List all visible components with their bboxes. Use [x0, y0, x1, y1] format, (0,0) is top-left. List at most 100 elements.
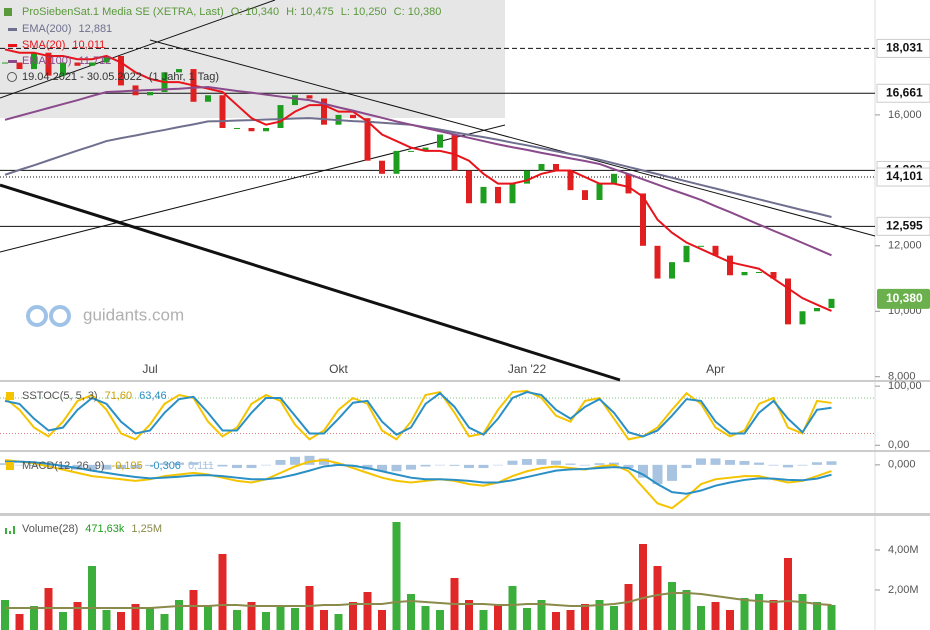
- bar: [726, 610, 734, 630]
- date-range: 19.04.2021 - 30.05.2022: [22, 71, 142, 83]
- candle: [263, 127, 269, 132]
- bar: [479, 610, 488, 630]
- candle: [799, 311, 806, 325]
- candle: [408, 150, 414, 152]
- candle: [205, 95, 211, 102]
- bar: [508, 586, 517, 630]
- separator: [0, 513, 930, 516]
- logo: [26, 305, 71, 327]
- candle: [727, 255, 733, 276]
- candle: [31, 52, 37, 70]
- bar: [392, 522, 401, 630]
- bar: [652, 464, 663, 485]
- candle: [683, 245, 690, 263]
- bar: [565, 463, 576, 465]
- bar: [1, 600, 9, 630]
- x-tick-label: Okt: [329, 362, 348, 376]
- series-line: [4, 459, 832, 510]
- watermark: guidants.com: [83, 305, 184, 324]
- candle: [509, 183, 516, 204]
- bar: [813, 602, 821, 630]
- candle: [306, 95, 313, 99]
- bar: [88, 566, 96, 630]
- bar: [146, 608, 154, 630]
- trendline: [0, 0, 276, 99]
- bar: [725, 460, 735, 465]
- bar: [87, 464, 97, 471]
- candle: [2, 62, 8, 64]
- candle: [350, 114, 356, 119]
- legend-value: L: 10,250: [341, 6, 387, 18]
- level-label-box: [876, 83, 930, 103]
- candle: [118, 55, 124, 86]
- bar: [523, 608, 531, 630]
- bar: [363, 592, 372, 630]
- level-label-box: [876, 167, 930, 187]
- bar: [174, 462, 184, 465]
- x-tick-label: Jan '22: [508, 362, 547, 376]
- bar: [349, 602, 357, 630]
- bar: [131, 604, 140, 630]
- trendline: [0, 124, 506, 253]
- bar: [566, 610, 575, 630]
- y-tick-label: 4,00M: [888, 544, 919, 556]
- series-line: [5, 460, 832, 495]
- legend-swatch: [9, 531, 11, 534]
- candle: [292, 95, 298, 106]
- bar: [465, 600, 473, 630]
- bar: [681, 464, 692, 469]
- candle: [321, 98, 327, 125]
- bar: [783, 464, 793, 468]
- bar: [784, 558, 792, 630]
- y-tick-label: 0,000: [888, 459, 916, 471]
- bar: [812, 462, 822, 465]
- bar: [639, 544, 647, 630]
- y-tick-label: 100,00: [888, 380, 922, 392]
- bar: [667, 464, 677, 481]
- legend-value: 10,011: [72, 39, 105, 51]
- candle: [437, 134, 443, 148]
- candle: [219, 95, 226, 128]
- bar: [246, 464, 257, 469]
- bar: [102, 610, 111, 630]
- candle: [582, 190, 588, 200]
- bar: [537, 600, 546, 630]
- candle: [60, 62, 66, 76]
- bar: [653, 566, 662, 630]
- candle: [524, 170, 530, 184]
- bar: [769, 600, 778, 630]
- legend-value: O: 10,340: [231, 6, 279, 18]
- candle: [611, 173, 617, 184]
- bar: [73, 602, 82, 630]
- candle: [147, 91, 153, 96]
- series-line: [5, 592, 832, 609]
- bar: [117, 612, 125, 630]
- bar: [827, 605, 836, 630]
- y-tick-label: 0,00: [888, 439, 909, 451]
- candle: [89, 62, 95, 66]
- bar: [768, 464, 779, 466]
- candle: [741, 271, 748, 276]
- bar: [261, 464, 271, 466]
- y-tick-label: 8,000: [888, 371, 916, 383]
- legend-swatch: [13, 526, 15, 534]
- last-price-box: [877, 288, 930, 309]
- legend-swatch: [6, 392, 14, 400]
- candle: [451, 134, 458, 171]
- bar: [391, 464, 402, 472]
- level-label-box: [876, 216, 930, 236]
- legend-label: MACD(12, 26, 9): [22, 460, 105, 472]
- bar: [609, 462, 619, 465]
- legend-value: 71,60: [105, 390, 133, 402]
- bar: [552, 612, 560, 630]
- bar: [797, 464, 808, 466]
- bar: [304, 455, 315, 465]
- bar: [798, 594, 807, 630]
- bar: [319, 458, 329, 465]
- bar: [232, 464, 242, 469]
- candle: [234, 127, 240, 129]
- candle: [785, 278, 791, 325]
- logo-ring: [26, 305, 48, 327]
- bar: [175, 600, 183, 630]
